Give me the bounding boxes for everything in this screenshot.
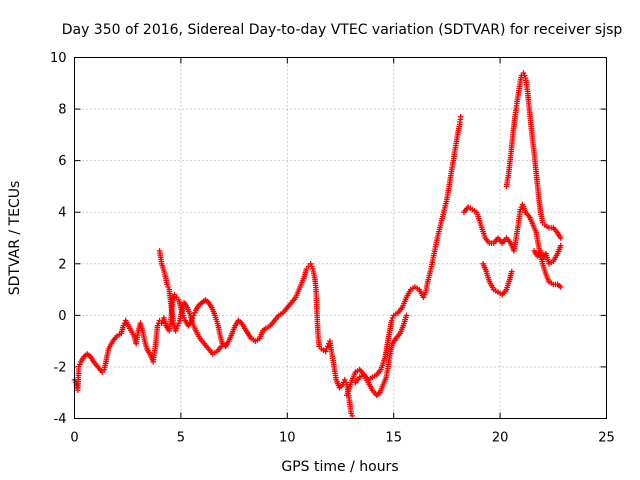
x-tick-label: 10 [279, 431, 296, 446]
grid-lines [74, 57, 607, 419]
data-point [176, 320, 182, 326]
y-tick-label: 10 [50, 51, 67, 66]
x-tick-label: 25 [598, 431, 615, 446]
y-tick-label: -2 [54, 360, 67, 375]
data-point [165, 284, 171, 290]
data-point [191, 310, 198, 316]
data-point [421, 291, 428, 298]
data-point [420, 294, 427, 301]
data-point [348, 410, 354, 417]
y-tick-label: 0 [58, 309, 66, 324]
y-tick-label: 4 [58, 206, 66, 221]
data-points [71, 70, 564, 419]
data-point [323, 346, 330, 352]
x-axis-label: GPS time / hours [281, 459, 398, 475]
y-axis-label: SDTVAR / TECUs [7, 181, 23, 296]
data-point [218, 343, 225, 350]
plot-frame [74, 57, 607, 419]
y-tick-label: -4 [54, 412, 67, 427]
data-point [509, 268, 515, 275]
data-point [457, 114, 464, 120]
data-point [322, 348, 329, 355]
x-tick-label: 0 [70, 431, 78, 446]
data-point [557, 235, 564, 241]
data-point [388, 317, 395, 324]
chart-title: Day 350 of 2016, Sidereal Day-to-day VTE… [62, 22, 623, 38]
data-point [342, 377, 348, 383]
y-tick-label: 8 [58, 103, 66, 118]
data-point [343, 379, 349, 386]
y-tick-label: 6 [58, 154, 66, 169]
data-point [307, 261, 314, 267]
x-tick-label: 20 [492, 431, 509, 446]
x-tick-label: 5 [177, 431, 185, 446]
data-point [349, 413, 355, 419]
data-point [521, 72, 528, 79]
data-point [164, 281, 170, 288]
x-tick-label: 15 [385, 431, 402, 446]
data-point [77, 361, 83, 368]
data-point [174, 322, 181, 329]
data-point [120, 322, 127, 329]
data-point [324, 343, 331, 350]
data-point [154, 322, 161, 329]
data-point [403, 312, 410, 319]
data-point [557, 284, 564, 290]
data-point [557, 242, 564, 249]
y-tick-label: 2 [58, 257, 66, 272]
